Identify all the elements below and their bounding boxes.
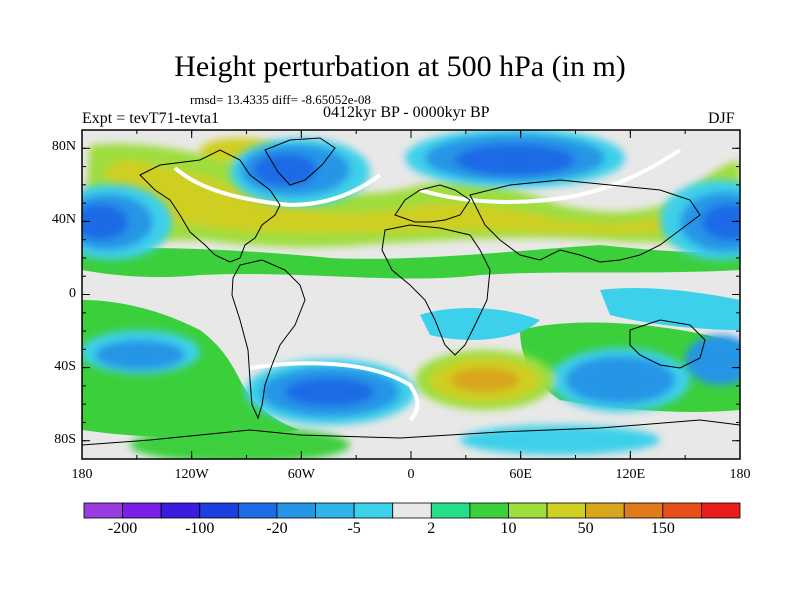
colorbar-swatch (508, 502, 548, 519)
colorbar-swatch (276, 502, 316, 519)
stats-text: rmsd= 13.4335 diff= -8.65052e-08 (190, 92, 371, 107)
colorbar-swatch (469, 502, 509, 519)
colorbar-label: -20 (266, 520, 288, 537)
experiment-label: Expt = tevT71-tevta1 (82, 110, 219, 127)
x-tick-label: 120W (174, 467, 209, 482)
x-tick-label: 0 (407, 467, 415, 482)
colorbar-swatch (237, 502, 278, 519)
contour-field (82, 130, 740, 459)
colorbar-label: -100 (185, 520, 215, 537)
colorbar-swatch (392, 502, 432, 519)
axis-ticks (81, 129, 741, 460)
colorbar-swatch (315, 502, 355, 519)
colorbar-swatch (83, 502, 123, 519)
colorbar-label: 150 (650, 520, 675, 537)
colorbar-swatch (430, 502, 471, 519)
colorbar-swatch (353, 502, 394, 519)
chart-title: Height perturbation at 500 hPa (in m) (174, 50, 626, 83)
y-tick-label: 0 (69, 285, 76, 301)
colorbar-swatch (546, 502, 587, 519)
colorbar-swatch (585, 502, 625, 519)
colorbar-label: -5 (347, 520, 361, 537)
x-tick-label: 180 (71, 467, 93, 482)
period-label: 0412kyr BP - 0000kyr BP (323, 104, 490, 121)
colorbar-swatch (701, 502, 741, 519)
colorbar-label: 50 (577, 520, 594, 537)
colorbar-swatch (160, 502, 201, 519)
x-tick-label: 60E (509, 467, 532, 482)
coastlines (82, 137, 740, 446)
y-tick-label: 80S (54, 431, 76, 447)
y-tick-label: 40S (54, 358, 76, 374)
y-tick-label: 40N (51, 212, 76, 228)
season-label: DJF (708, 110, 735, 127)
colorbar-label: 10 (500, 520, 517, 537)
y-tick-label: 80N (51, 139, 76, 155)
colorbar-swatch (122, 502, 162, 519)
colorbar (83, 502, 741, 519)
colorbar-swatch (199, 502, 239, 519)
colorbar-swatch (623, 502, 664, 519)
x-tick-label: 120E (615, 467, 646, 482)
x-tick-label: 60W (287, 467, 315, 482)
colorbar-label: 2 (427, 520, 436, 537)
x-tick-label: 180 (729, 467, 751, 482)
colorbar-label: -200 (107, 520, 138, 537)
colorbar-swatch (662, 502, 702, 519)
